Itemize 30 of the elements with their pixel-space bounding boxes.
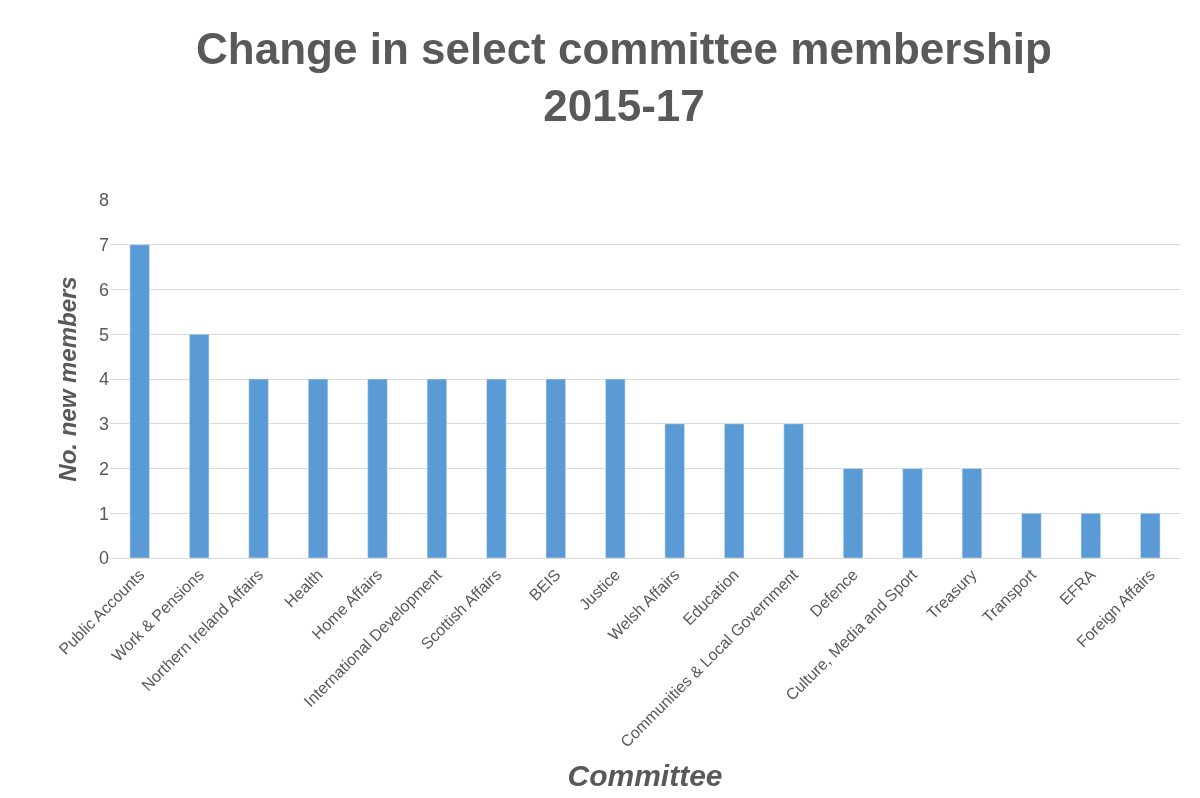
bar <box>843 468 864 558</box>
bar <box>1021 513 1042 558</box>
y-tick-label: 0 <box>98 548 109 569</box>
chart-title: Change in select committee membership 2015-17 <box>196 23 1052 131</box>
y-axis-title: No. new members <box>54 276 82 482</box>
bar <box>961 468 982 558</box>
x-axis-title: Committee <box>567 758 723 792</box>
bar <box>1140 513 1161 558</box>
y-tick-label: 4 <box>98 369 109 390</box>
bar <box>426 378 447 558</box>
bar <box>129 244 150 558</box>
y-tick-label: 1 <box>98 503 109 524</box>
bar <box>545 378 566 558</box>
y-tick-label: 2 <box>98 458 109 479</box>
bar <box>486 378 507 558</box>
y-tick-label: 7 <box>98 235 109 256</box>
y-tick-label: 6 <box>98 279 109 300</box>
y-tick-label: 8 <box>98 190 109 211</box>
bar <box>308 378 329 558</box>
bar <box>783 423 804 558</box>
bar <box>902 468 923 558</box>
bar <box>1080 513 1101 558</box>
bar <box>664 423 685 558</box>
bar <box>724 423 745 558</box>
bar <box>189 334 210 558</box>
bar <box>367 378 388 558</box>
y-tick-label: 3 <box>98 414 109 435</box>
bar <box>605 378 626 558</box>
y-tick-label: 5 <box>98 324 109 345</box>
bar <box>248 378 269 558</box>
